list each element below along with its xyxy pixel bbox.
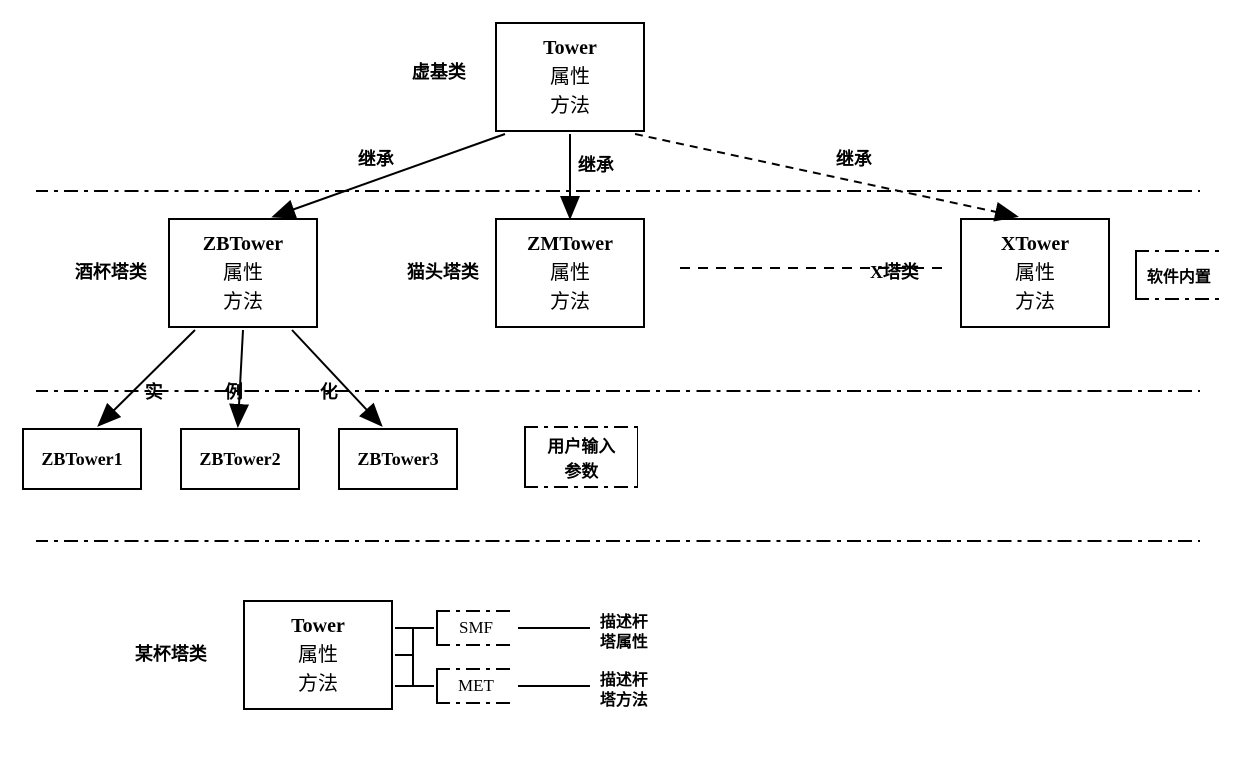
xt-l1: 属性 [1015,256,1055,285]
zb1-title: ZBTower1 [41,449,122,470]
label-inherit1: 继承 [358,145,394,171]
label-zb: 酒杯塔类 [75,258,147,284]
label-met2: 塔方法 [600,686,648,710]
label-cup: 某杯塔类 [135,640,207,666]
zb-title: ZBTower [203,233,283,256]
zb-l1: 属性 [223,256,263,285]
label-smf2: 塔属性 [600,628,648,652]
zb3-title: ZBTower3 [357,449,438,470]
node-tower2: Tower 属性 方法 [243,600,393,710]
label-vbase: 虚基类 [412,58,466,84]
zm-l2: 方法 [550,285,590,314]
node-zbtower: ZBTower 属性 方法 [168,218,318,328]
label-zm: 猫头塔类 [407,258,479,284]
smf-label: SMF [459,618,493,638]
node-tower: Tower 属性 方法 [495,22,645,132]
divider-2 [36,390,1200,392]
node-zbtower2: ZBTower2 [180,428,300,490]
tower-title: Tower [543,37,597,60]
tower2-l2: 方法 [298,667,338,696]
zb2-title: ZBTower2 [199,449,280,470]
label-x: X塔类 [870,258,919,284]
node-zbtower3: ZBTower3 [338,428,458,490]
box-user-input: 用户输入 参数 [524,426,639,488]
tower2-l1: 属性 [298,638,338,667]
box-software-builtin: 软件内置 [1135,250,1223,300]
label-inherit2: 继承 [578,151,614,177]
zm-l1: 属性 [550,256,590,285]
divider-1 [36,190,1200,192]
divider-3 [36,540,1200,542]
zb-l2: 方法 [223,285,263,314]
zm-title: ZMTower [527,233,613,256]
box-smf: SMF [436,610,516,646]
user-input-l2: 参数 [565,457,599,482]
xt-title: XTower [1001,233,1069,256]
tower-l2: 方法 [550,89,590,118]
tower2-title: Tower [291,615,345,638]
label-inherit3: 继承 [836,145,872,171]
node-zbtower1: ZBTower1 [22,428,142,490]
tower-l1: 属性 [550,60,590,89]
box-met: MET [436,668,516,704]
software-l1: 软件内置 [1147,263,1211,287]
user-input-l1: 用户输入 [548,432,616,457]
label-li: 例 [225,378,243,404]
node-zmtower: ZMTower 属性 方法 [495,218,645,328]
met-label: MET [458,676,494,696]
node-xtower: XTower 属性 方法 [960,218,1110,328]
label-hua: 化 [320,378,338,404]
xt-l2: 方法 [1015,285,1055,314]
label-shi: 实 [145,378,163,404]
